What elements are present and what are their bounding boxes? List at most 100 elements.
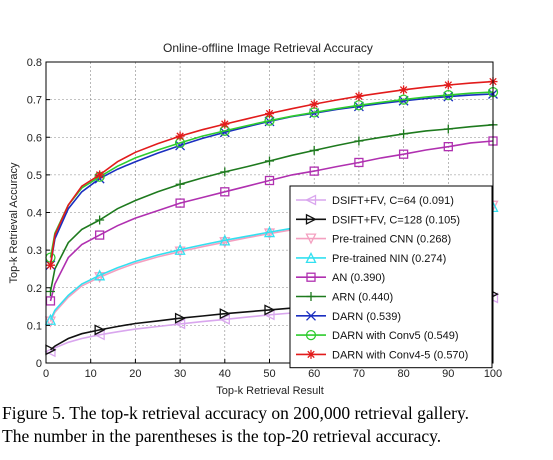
- x-tick-label: 40: [219, 368, 231, 380]
- legend-item: Pre-trained CNN (0.268): [296, 233, 451, 246]
- series-line: [49, 93, 494, 266]
- legend-item: DARN with Conv5 (0.549): [296, 329, 459, 342]
- data-point-marker: [443, 124, 453, 134]
- data-point-marker: [220, 167, 230, 177]
- y-tick-label: 0.5: [27, 170, 42, 182]
- legend-item: DSIFT+FV, C=64 (0.091): [296, 194, 454, 207]
- data-point-marker: [174, 312, 187, 324]
- data-point-marker: [398, 94, 409, 105]
- data-point-marker: [95, 170, 105, 180]
- data-point-marker: [398, 149, 409, 159]
- data-point-marker: [306, 310, 316, 321]
- data-point-marker: [264, 175, 275, 186]
- data-point-marker: [175, 179, 185, 189]
- data-point-marker: [306, 272, 316, 282]
- data-point-marker: [306, 292, 316, 301]
- legend-item: AN (0.390): [296, 272, 385, 284]
- data-point-marker: [220, 119, 230, 129]
- data-point-marker: [309, 145, 319, 155]
- legend-item: DARN (0.539): [296, 311, 401, 323]
- y-tick-label: 0.8: [27, 57, 42, 69]
- x-tick-label: 60: [308, 368, 320, 380]
- x-tick-label: 10: [85, 368, 97, 380]
- legend-label: DSIFT+FV, C=64 (0.091): [332, 195, 454, 207]
- data-point-marker: [263, 228, 276, 240]
- y-tick-label: 0.7: [27, 95, 42, 107]
- data-point-marker: [219, 237, 231, 249]
- data-point-marker: [219, 234, 231, 246]
- y-axis-label: Top-k Retrieval Accuracy: [8, 162, 20, 284]
- data-point-marker: [174, 318, 186, 330]
- data-point-marker: [443, 142, 453, 152]
- data-point-marker: [95, 215, 105, 225]
- y-tick-label: 0: [36, 358, 42, 370]
- x-tick-label: 90: [442, 368, 454, 380]
- data-point-marker: [264, 304, 276, 316]
- data-point-marker: [354, 136, 364, 146]
- data-point-marker: [354, 91, 364, 101]
- data-point-marker: [45, 260, 55, 270]
- data-point-marker: [45, 287, 55, 297]
- data-point-marker: [305, 233, 317, 245]
- y-tick-label: 0.2: [27, 283, 42, 295]
- x-tick-label: 0: [43, 368, 49, 380]
- data-point-marker: [175, 131, 185, 141]
- figure: Online-offline Image Retrieval Accuracy …: [8, 41, 502, 397]
- series-line: [49, 80, 494, 266]
- x-tick-label: 50: [263, 368, 275, 380]
- chart-title: Online-offline Image Retrieval Accuracy: [163, 41, 373, 55]
- y-tick-label: 0.6: [27, 132, 42, 144]
- data-point-marker: [399, 85, 409, 95]
- series-line: [49, 124, 494, 292]
- data-point-marker: [443, 80, 453, 90]
- data-point-marker: [443, 91, 454, 102]
- data-point-marker: [44, 313, 57, 325]
- legend-item: DARN with Conv4-5 (0.570): [296, 349, 468, 361]
- data-point-marker: [399, 129, 409, 139]
- x-tick-label: 20: [129, 368, 141, 380]
- x-axis-label: Top-k Retrieval Result: [216, 385, 324, 397]
- data-point-marker: [305, 194, 317, 206]
- data-point-marker: [309, 166, 319, 176]
- legend-label: AN (0.390): [332, 272, 385, 284]
- data-point-marker: [219, 127, 230, 138]
- x-tick-label: 80: [397, 368, 409, 380]
- x-tick-label: 100: [484, 368, 502, 380]
- data-point-marker: [353, 100, 365, 111]
- legend-label: DSIFT+FV, C=128 (0.105): [332, 214, 460, 226]
- data-point-marker: [220, 187, 230, 197]
- data-point-marker: [265, 156, 274, 166]
- data-point-marker: [174, 246, 186, 258]
- legend-label: Pre-trained NIN (0.274): [332, 253, 446, 265]
- x-tick-label: 70: [353, 368, 365, 380]
- y-tick-label: 0.1: [27, 320, 42, 332]
- series-5: [45, 120, 498, 297]
- data-point-marker: [309, 99, 319, 109]
- legend-item: DSIFT+FV, C=128 (0.105): [296, 213, 460, 226]
- data-point-marker: [306, 349, 316, 359]
- data-point-marker: [354, 157, 364, 168]
- legend-label: DARN with Conv4-5 (0.570): [332, 349, 468, 361]
- data-point-marker: [94, 230, 105, 240]
- data-point-marker: [44, 316, 57, 328]
- data-point-marker: [174, 243, 186, 255]
- data-point-marker: [94, 269, 106, 281]
- data-point-marker: [219, 308, 231, 320]
- data-point-marker: [175, 198, 185, 208]
- legend-label: DARN (0.539): [332, 311, 401, 323]
- data-point-marker: [305, 213, 317, 225]
- series-line: [49, 91, 494, 258]
- data-point-marker: [265, 109, 274, 119]
- y-tick-label: 0.3: [27, 245, 42, 257]
- data-point-marker: [94, 324, 106, 336]
- data-point-marker: [305, 251, 317, 264]
- data-point-marker: [443, 89, 454, 101]
- x-tick-label: 30: [174, 368, 186, 380]
- legend-item: Pre-trained NIN (0.274): [296, 251, 446, 265]
- data-point-marker: [263, 226, 276, 238]
- caption-line-1: Figure 5. The top-k retrieval accuracy o…: [2, 403, 469, 423]
- legend-item: ARN (0.440): [296, 292, 393, 304]
- series-line: [49, 140, 494, 302]
- figure-caption: Figure 5. The top-k retrieval accuracy o…: [2, 402, 553, 448]
- legend: DSIFT+FV, C=64 (0.091) DSIFT+FV, C=128 (0…: [289, 185, 493, 369]
